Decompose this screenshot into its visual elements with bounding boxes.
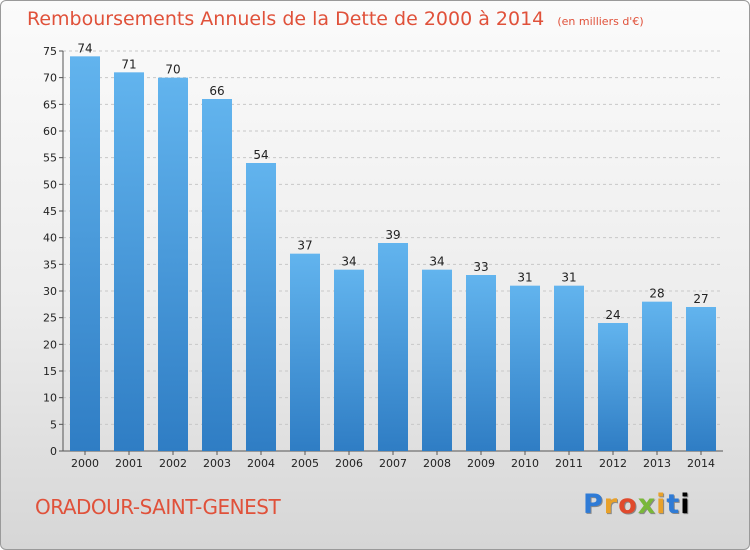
x-tick-label: 2004 [247, 457, 275, 470]
data-label: 71 [121, 57, 136, 71]
y-tick-label: 10 [43, 392, 57, 405]
chart-unit-text: (en milliers d'€) [557, 15, 644, 28]
chart-title-text: Remboursements Annuels de la Dette de 20… [27, 8, 545, 30]
data-label: 31 [517, 271, 532, 285]
x-tick-label: 2011 [555, 457, 583, 470]
logo-letter: r [603, 489, 619, 520]
x-tick-label: 2009 [467, 457, 495, 470]
bar [510, 285, 540, 451]
bar [598, 323, 628, 451]
y-tick-label: 50 [43, 178, 57, 191]
data-label: 28 [649, 287, 664, 301]
logo-letter: t [666, 489, 681, 520]
y-tick-label: 60 [43, 125, 57, 138]
logo-letter: P [583, 489, 604, 520]
data-label: 39 [385, 228, 400, 242]
y-tick-label: 70 [43, 72, 57, 85]
data-label: 70 [165, 63, 180, 77]
data-label: 24 [605, 308, 620, 322]
y-tick-label: 25 [43, 312, 57, 325]
y-tick-label: 55 [43, 152, 57, 165]
logo-letter: x [637, 489, 657, 520]
y-tick-label: 30 [43, 285, 57, 298]
bar [422, 269, 452, 451]
x-tick-label: 2007 [379, 457, 407, 470]
bar [202, 99, 232, 451]
x-tick-label: 2002 [159, 457, 187, 470]
data-label: 34 [341, 255, 356, 269]
x-tick-label: 2010 [511, 457, 539, 470]
y-tick-label: 65 [43, 98, 57, 111]
x-tick-label: 2013 [643, 457, 671, 470]
logo-letter: i [680, 489, 691, 520]
bar [554, 285, 584, 451]
x-tick-label: 2000 [71, 457, 99, 470]
x-tick-label: 2014 [687, 457, 715, 470]
x-tick-label: 2008 [423, 457, 451, 470]
data-label: 33 [473, 260, 488, 274]
bar [466, 275, 496, 451]
y-tick-label: 15 [43, 365, 57, 378]
data-label: 27 [693, 292, 708, 306]
x-tick-label: 2005 [291, 457, 319, 470]
data-label: 54 [253, 148, 268, 162]
logo-letter: i [656, 489, 667, 520]
x-tick-label: 2006 [335, 457, 363, 470]
data-label: 66 [209, 84, 224, 98]
bar [290, 253, 320, 451]
y-tick-label: 75 [43, 45, 57, 58]
y-tick-label: 40 [43, 232, 57, 245]
bar [114, 72, 144, 451]
bar [642, 301, 672, 451]
bar [246, 163, 276, 451]
x-tick-label: 2012 [599, 457, 627, 470]
y-tick-label: 35 [43, 258, 57, 271]
y-tick-label: 20 [43, 338, 57, 351]
bar [158, 77, 188, 452]
logo-letter: o [618, 489, 638, 520]
data-label: 31 [561, 271, 576, 285]
x-tick-label: 2003 [203, 457, 231, 470]
proxiti-logo: Proxiti [583, 489, 691, 520]
bar [378, 243, 408, 451]
bar [686, 307, 716, 451]
y-tick-label: 45 [43, 205, 57, 218]
y-tick-label: 5 [50, 418, 57, 431]
commune-name: ORADOUR-SAINT-GENEST [35, 495, 281, 519]
data-label: 37 [297, 239, 312, 253]
y-tick-label: 0 [50, 445, 57, 458]
chart-title: Remboursements Annuels de la Dette de 20… [27, 8, 644, 30]
bar [334, 269, 364, 451]
data-label: 34 [429, 255, 444, 269]
data-label: 74 [77, 41, 92, 55]
bar [70, 56, 100, 451]
x-tick-label: 2001 [115, 457, 143, 470]
